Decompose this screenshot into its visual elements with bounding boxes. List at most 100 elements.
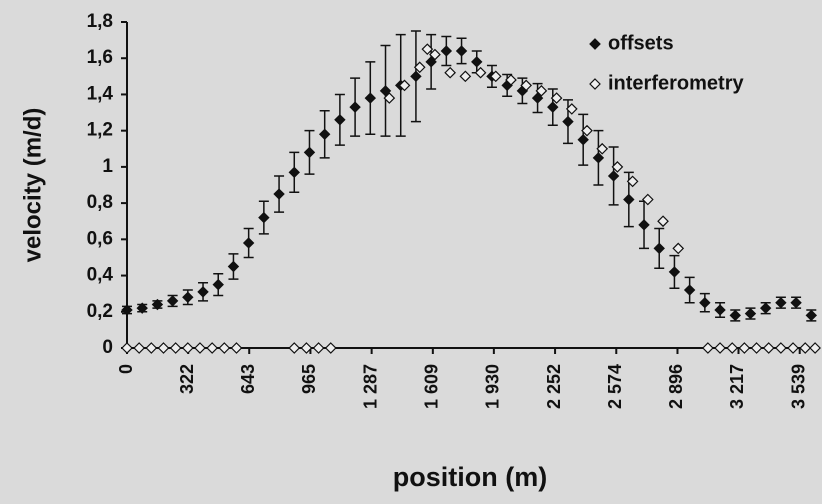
data-point: [641, 193, 654, 206]
data-point: [364, 92, 377, 104]
data-point: [300, 342, 313, 354]
data-point: [440, 45, 453, 57]
data-point: [520, 79, 533, 92]
data-point: [657, 215, 669, 228]
data-point: [531, 92, 544, 104]
x-tick-label: 2 252: [544, 364, 564, 409]
data-point: [565, 103, 578, 115]
x-tick-label: 322: [177, 364, 197, 394]
data-point: [607, 170, 620, 182]
data-point: [166, 295, 179, 307]
data-point: [121, 304, 133, 316]
legend-label: interferometry: [608, 72, 744, 94]
data-point: [194, 342, 206, 354]
data-point: [379, 85, 392, 97]
data-point: [489, 70, 502, 83]
data-point: [429, 48, 441, 61]
y-tick-label: 0,2: [87, 301, 113, 322]
data-point: [702, 342, 714, 354]
x-axis-label: position (m): [393, 462, 547, 492]
data-point: [182, 291, 194, 303]
data-point: [157, 342, 170, 354]
data-point: [218, 342, 231, 354]
y-tick-label: 0: [102, 337, 113, 358]
data-point: [775, 297, 787, 309]
data-point: [324, 342, 337, 354]
data-point: [550, 92, 563, 104]
y-tick-label: 1: [102, 156, 113, 177]
data-point: [212, 278, 224, 291]
data-point: [474, 66, 487, 79]
data-point: [318, 128, 331, 140]
data-point: [787, 342, 799, 354]
data-point: [653, 242, 665, 255]
data-point: [714, 304, 726, 316]
data-point: [136, 302, 148, 314]
data-point: [455, 45, 468, 57]
data-point: [471, 56, 483, 68]
data-point: [596, 142, 609, 155]
data-point: [668, 266, 681, 278]
data-point: [303, 146, 316, 159]
y-tick-label: 0,4: [87, 265, 114, 286]
legend-label: offsets: [608, 32, 674, 54]
data-point: [410, 70, 422, 83]
data-point: [535, 84, 548, 97]
y-tick-label: 0,6: [87, 228, 113, 249]
data-point: [809, 342, 821, 354]
data-point: [349, 101, 361, 113]
data-point: [726, 342, 739, 354]
y-tick-label: 1,2: [87, 120, 113, 141]
data-point: [714, 342, 726, 354]
data-point: [775, 342, 787, 354]
data-point: [581, 124, 593, 137]
data-point: [383, 92, 396, 104]
x-tick-label: 965: [299, 364, 319, 394]
y-tick-label: 0,8: [87, 192, 113, 213]
data-point: [562, 115, 574, 128]
data-point: [623, 193, 635, 206]
data-point: [638, 219, 650, 231]
data-point: [206, 342, 219, 354]
data-point: [312, 342, 325, 354]
data-point: [547, 101, 559, 113]
data-point: [288, 342, 301, 354]
data-point: [762, 342, 775, 354]
data-point: [334, 114, 346, 126]
x-tick-label: 1 930: [483, 364, 503, 409]
data-point: [799, 342, 812, 354]
data-point: [151, 298, 164, 311]
data-point: [258, 211, 270, 224]
data-point: [699, 297, 711, 309]
data-point: [398, 79, 411, 92]
data-point: [273, 188, 285, 200]
legend-marker: [589, 38, 601, 50]
data-point: [133, 342, 146, 354]
data-point: [759, 302, 772, 314]
y-axis-label: velocity (m/d): [19, 108, 46, 263]
data-point: [592, 152, 605, 164]
x-tick-label: 643: [238, 364, 258, 394]
data-point: [626, 175, 639, 188]
data-point: [805, 309, 818, 322]
y-tick-label: 1,6: [87, 47, 113, 68]
legend-marker: [589, 78, 601, 90]
data-point: [145, 342, 158, 354]
x-tick-label: 1 287: [360, 364, 380, 409]
data-point: [444, 66, 456, 79]
x-tick-label: 2 896: [666, 364, 686, 409]
data-point: [169, 342, 182, 354]
x-tick-label: 3 539: [788, 364, 808, 409]
data-point: [611, 161, 624, 173]
y-tick-label: 1,8: [87, 11, 113, 32]
data-point: [505, 74, 517, 86]
data-point: [121, 342, 133, 354]
data-point: [459, 70, 472, 83]
y-tick-label: 1,4: [87, 83, 114, 104]
data-point: [227, 260, 240, 273]
data-point: [425, 56, 437, 68]
x-tick-label: 2 574: [605, 364, 625, 409]
data-point: [790, 297, 802, 309]
data-point: [421, 43, 434, 56]
